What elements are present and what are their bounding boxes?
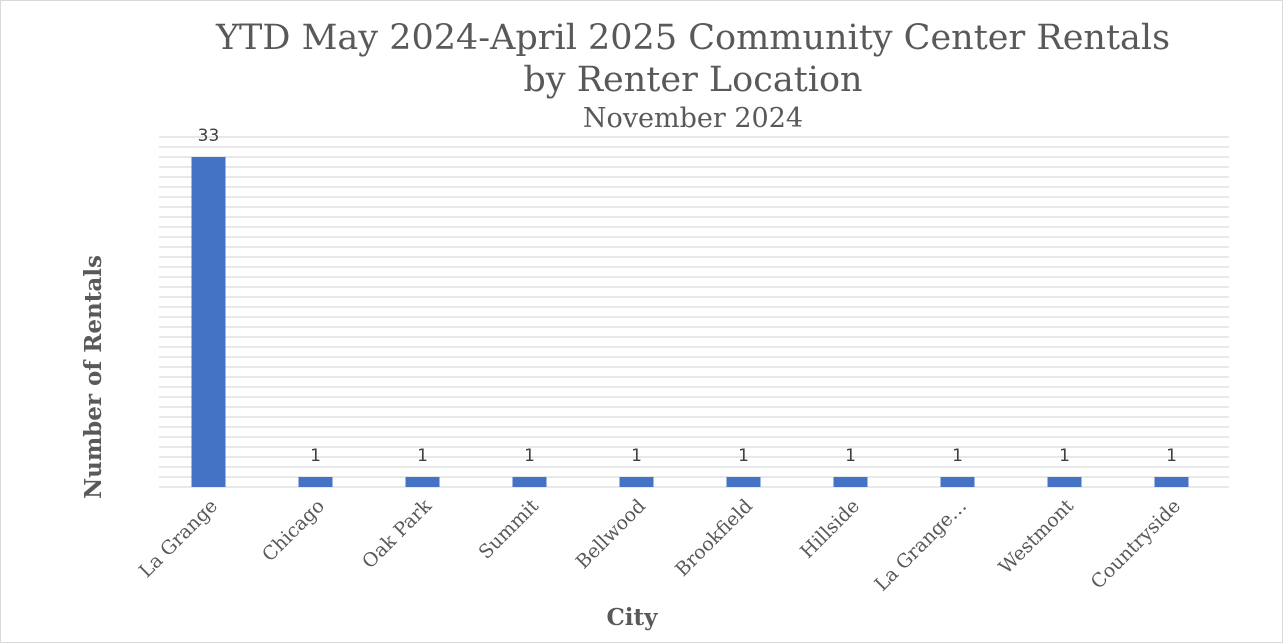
x-tick-label: La Grange… xyxy=(870,495,971,596)
x-tick-labels: La Grange Chicago Oak Park Summit Bellwood Br… xyxy=(135,495,1185,596)
data-label: 1 xyxy=(1059,446,1070,466)
bar xyxy=(405,477,440,487)
bar xyxy=(1154,477,1189,487)
data-labels: 33 1 1 1 1 1 1 1 1 1 xyxy=(198,126,1177,466)
bar xyxy=(191,157,226,487)
data-label: 1 xyxy=(738,446,749,466)
bar xyxy=(833,477,868,487)
x-tick-label: Chicago xyxy=(258,495,329,566)
y-axis-title: Number of Rentals xyxy=(80,255,107,499)
bar xyxy=(619,477,654,487)
x-tick-label: Oak Park xyxy=(358,495,436,573)
data-label: 1 xyxy=(845,446,856,466)
data-label: 1 xyxy=(524,446,535,466)
bar xyxy=(726,477,761,487)
x-tick-label: Bellwood xyxy=(572,495,650,573)
chart-subtitle: November 2024 xyxy=(583,103,803,134)
x-tick-label: Westmont xyxy=(995,495,1079,579)
chart-title: YTD May 2024-April 2025 Community Center… xyxy=(215,18,1170,58)
x-tick-label: Summit xyxy=(474,495,543,564)
x-tick-label: La Grange xyxy=(135,495,222,582)
bar xyxy=(298,477,333,487)
bar xyxy=(940,477,975,487)
chart-title-line2: by Renter Location xyxy=(523,60,862,100)
x-tick-label: Countryside xyxy=(1087,495,1185,593)
gridlines xyxy=(159,136,1229,488)
bar xyxy=(512,477,547,487)
x-tick-label: Brookfield xyxy=(671,495,757,581)
data-label: 1 xyxy=(417,446,428,466)
data-label: 1 xyxy=(952,446,963,466)
bars xyxy=(191,157,1189,487)
bar xyxy=(1047,477,1082,487)
x-tick-label: Hillside xyxy=(796,495,864,563)
x-axis-title: City xyxy=(606,604,658,631)
data-label: 1 xyxy=(631,446,642,466)
data-label: 1 xyxy=(1166,446,1177,466)
data-label: 1 xyxy=(310,446,321,466)
data-label: 33 xyxy=(198,126,220,146)
